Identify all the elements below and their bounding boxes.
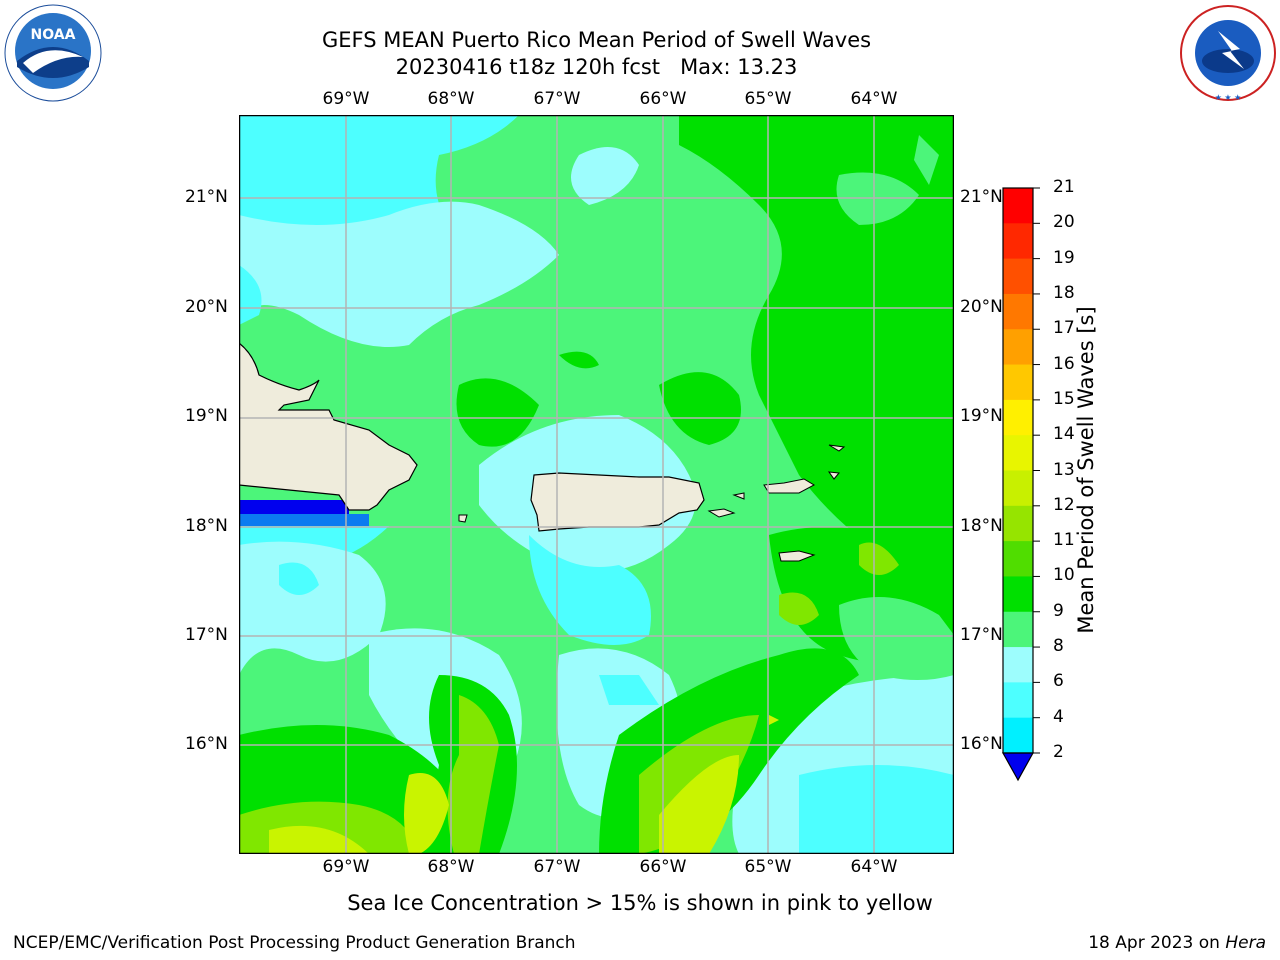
svg-text:★ ★ ★: ★ ★ ★ [1215, 93, 1242, 102]
lime-region-s [659, 755, 739, 854]
colorbar-tick-label: 20 [1053, 212, 1075, 233]
lon-label-top: 68°W [427, 89, 475, 109]
lon-label-top: 64°W [850, 89, 898, 109]
colorbar-tick-label: 14 [1053, 424, 1075, 445]
lon-label-bottom: 67°W [533, 857, 581, 877]
chart-subtitle: 20230416 t18z 120h fcst Max: 13.23 [395, 55, 798, 79]
island-vieques [707, 508, 736, 518]
colorbar-swatch [1003, 470, 1033, 507]
colorbar-swatch [1003, 188, 1033, 224]
lat-label-left: 18°N [185, 516, 228, 536]
land-puerto-rico [530, 472, 705, 532]
colorbar-swatch [1003, 435, 1033, 471]
colorbar-tick-label: 8 [1053, 636, 1064, 657]
gridlines [239, 115, 954, 854]
colorbar-swatch [1003, 223, 1033, 260]
colorbar-swatch [1003, 576, 1033, 613]
colorbar-tick-label: 2 [1053, 742, 1064, 762]
lat-label-left: 20°N [185, 297, 228, 317]
land-hispaniola [239, 342, 418, 511]
nws-logo: ★ ★ ★ [1180, 5, 1276, 102]
map-frame [239, 115, 954, 854]
colorbar-tick-label: 12 [1053, 494, 1075, 515]
lat-label-left: 17°N [185, 625, 228, 645]
lon-label-top: 67°W [533, 89, 581, 109]
colorbar-tick-label: 9 [1053, 600, 1064, 621]
lon-label-top: 69°W [322, 89, 370, 109]
colorbar-tick-label: 4 [1053, 706, 1064, 727]
colorbar-swatch [1003, 717, 1033, 754]
lon-label-top: 65°W [744, 89, 792, 109]
lon-label-bottom: 68°W [427, 857, 475, 877]
colorbar-tick-label: 18 [1053, 282, 1075, 303]
sea-ice-note: Sea Ice Concentration > 15% is shown in … [347, 891, 933, 915]
colorbar-tick-label: 10 [1053, 565, 1075, 586]
colorbar-swatches [1003, 188, 1033, 754]
lat-label-right: 18°N [960, 516, 1003, 536]
lat-label-right: 21°N [960, 187, 1003, 207]
pale-region-nw [239, 201, 559, 347]
lon-label-top: 66°W [639, 89, 687, 109]
colorbar-swatch [1003, 647, 1033, 683]
footer-host: Hera [1225, 933, 1266, 953]
lat-label-right: 20°N [960, 297, 1003, 317]
lat-label-left: 16°N [185, 734, 228, 754]
colorbar-label: Mean Period of Swell Waves [s] [1074, 306, 1098, 634]
colorbar-swatch [1003, 258, 1033, 295]
footer-left: NCEP/EMC/Verification Post Processing Pr… [13, 933, 576, 953]
blue-band [239, 500, 349, 514]
colorbar-tick-label: 15 [1053, 388, 1075, 409]
colorbar-tick-label: 6 [1053, 671, 1064, 692]
colorbar-extend-arrow [1001, 752, 1035, 782]
map-plot [239, 115, 954, 854]
lon-label-bottom: 69°W [322, 857, 370, 877]
colorbar-tick-label: 13 [1053, 459, 1075, 480]
island-virgin-islands [763, 478, 816, 494]
lon-label-bottom: 64°W [850, 857, 898, 877]
colorbar-swatch [1003, 541, 1033, 577]
pale-patch-top [571, 147, 639, 205]
lon-label-bottom: 66°W [639, 857, 687, 877]
green-region-ne [679, 115, 954, 549]
colorbar-swatch [1003, 293, 1033, 330]
lon-label-bottom: 65°W [744, 857, 792, 877]
colorbar-swatch [1003, 682, 1033, 719]
colorbar-tick-label: 17 [1053, 318, 1075, 339]
colorbar-tick-label: 11 [1053, 530, 1075, 551]
noaa-logo: NOAA [4, 4, 102, 102]
colorbar [1001, 187, 1040, 782]
colorbar-swatch [1003, 329, 1033, 366]
footer-right: 18 Apr 2023 on Hera [1088, 933, 1266, 953]
chart-title: GEFS MEAN Puerto Rico Mean Period of Swe… [321, 28, 872, 52]
lat-label-right: 17°N [960, 625, 1003, 645]
colorbar-tick-label: 16 [1053, 353, 1075, 374]
colorbar-swatch [1003, 611, 1033, 648]
lat-label-left: 21°N [185, 187, 228, 207]
island-st-croix [778, 550, 816, 562]
colorbar-swatch [1003, 364, 1033, 401]
footer-date: 18 Apr 2023 on [1088, 933, 1226, 953]
colorbar-tick-label: 19 [1053, 247, 1075, 268]
colorbar-swatch [1003, 399, 1033, 436]
lat-label-right: 16°N [960, 734, 1003, 754]
colorbar-swatch [1003, 505, 1033, 542]
lat-label-left: 19°N [185, 406, 228, 426]
noaa-logo-text: NOAA [31, 27, 76, 43]
colorbar-tick-label: 21 [1053, 177, 1075, 197]
lat-label-right: 19°N [960, 406, 1003, 426]
